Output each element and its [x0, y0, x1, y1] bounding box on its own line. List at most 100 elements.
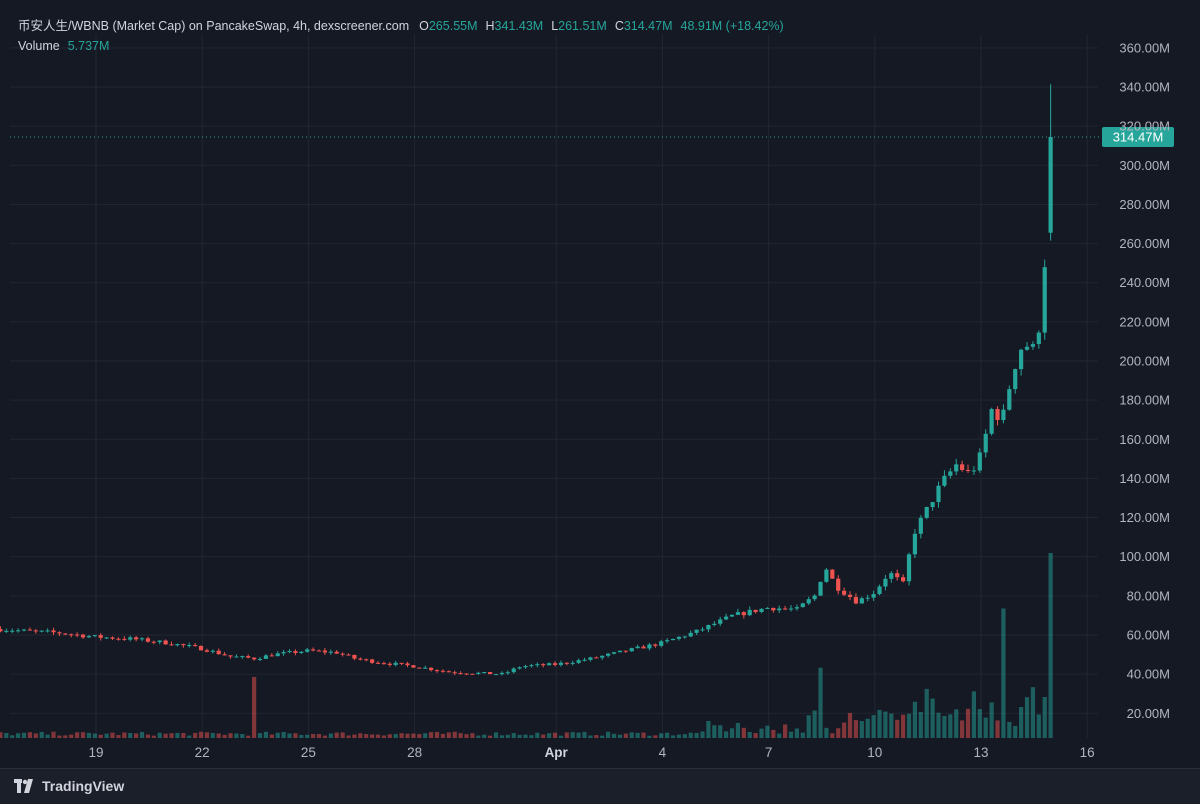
- volume-bar: [606, 731, 611, 738]
- candle-body: [712, 623, 717, 625]
- volume-bar: [930, 698, 935, 738]
- x-tick-label: 25: [301, 745, 316, 760]
- candle: [322, 648, 328, 655]
- candle-body: [387, 663, 392, 665]
- candle-body: [246, 656, 251, 658]
- candle: [847, 591, 853, 601]
- candle: [971, 466, 977, 475]
- volume-bar: [541, 734, 546, 738]
- candle: [381, 661, 387, 665]
- candle: [977, 448, 982, 473]
- candle: [69, 633, 74, 638]
- candle: [452, 670, 457, 676]
- candle: [228, 655, 233, 659]
- volume-bar: [676, 734, 682, 738]
- candle-body: [629, 648, 634, 652]
- candle: [163, 639, 168, 645]
- candle: [806, 596, 811, 606]
- time-axis[interactable]: 19 22 25 28 Apr 4 7 10 13 16: [88, 745, 1094, 760]
- candle: [700, 626, 705, 632]
- candle-body: [930, 502, 935, 508]
- candle: [110, 636, 115, 640]
- volume-bar: [446, 732, 451, 738]
- candle-body: [358, 658, 363, 660]
- candle: [924, 506, 929, 520]
- volume-bar: [175, 732, 180, 738]
- candle-body: [617, 650, 623, 653]
- candle-body: [611, 652, 617, 654]
- candlestick-series: [0, 84, 1053, 676]
- change-value: 48.91M (+18.42%): [680, 19, 784, 33]
- candle: [45, 628, 50, 633]
- candle: [263, 654, 269, 660]
- candle-body: [423, 667, 428, 669]
- volume-bar: [1001, 608, 1006, 738]
- candle-body: [865, 597, 870, 599]
- volume-bar: [918, 712, 923, 738]
- y-tick-label: 220.00M: [1119, 314, 1170, 329]
- tradingview-logo[interactable]: TradingView: [14, 778, 124, 794]
- volume-bar: [1048, 553, 1053, 738]
- candle: [1013, 368, 1018, 394]
- candle-body: [871, 594, 876, 598]
- volume-bar: [771, 729, 776, 738]
- volume-bar: [883, 711, 888, 738]
- candle-body: [92, 635, 97, 637]
- candle-body: [181, 644, 186, 646]
- symbol-title: 币安人生/WBNB (Market Cap) on PancakeSwap, 4…: [18, 19, 410, 33]
- candle: [364, 658, 369, 662]
- candle: [771, 607, 776, 613]
- volume-bar: [275, 732, 280, 738]
- volume-bar: [623, 733, 628, 738]
- volume-bar: [210, 733, 215, 738]
- volume-bar: [45, 734, 50, 738]
- candle: [387, 662, 392, 667]
- volume-bar: [39, 731, 44, 738]
- volume-bar: [187, 735, 192, 738]
- volume-bar: [346, 735, 351, 738]
- volume-bar: [783, 724, 788, 738]
- candle-body: [889, 573, 894, 579]
- low-value: 261.51M: [558, 19, 607, 33]
- volume-bar: [712, 725, 717, 738]
- candle: [399, 662, 404, 666]
- candle: [641, 644, 646, 649]
- volume-bar: [505, 734, 510, 738]
- volume-bar: [977, 709, 982, 738]
- volume-bar: [1019, 706, 1024, 738]
- volume-bar: [240, 733, 245, 738]
- candle-body: [924, 507, 929, 518]
- candle-body: [895, 573, 900, 578]
- candle: [1024, 342, 1030, 351]
- volume-bar: [889, 713, 894, 738]
- volume-bar: [252, 676, 257, 738]
- candle: [682, 635, 687, 639]
- volume-bar: [21, 732, 27, 738]
- candle-body: [564, 662, 569, 664]
- price-axis[interactable]: 20.00M 40.00M 60.00M 80.00M 100.00M 120.00M 14…: [1119, 40, 1170, 720]
- candle-body: [783, 608, 788, 610]
- candle: [505, 670, 510, 675]
- volume-bar: [476, 735, 481, 738]
- candle-body: [1007, 389, 1012, 410]
- candle: [582, 657, 587, 662]
- volume-bar: [151, 735, 156, 738]
- candle-body: [157, 640, 162, 643]
- candle: [210, 649, 215, 654]
- volume-bar: [69, 734, 74, 738]
- footer-bar: [0, 768, 1200, 804]
- volume-bar: [529, 735, 534, 738]
- close-label: C: [614, 19, 624, 33]
- candle-body: [806, 599, 811, 604]
- candle-body: [912, 533, 918, 555]
- candle-body: [582, 659, 587, 661]
- candle: [718, 616, 723, 627]
- ohlc-row: 币安人生/WBNB (Market Cap) on PancakeSwap, 4…: [18, 16, 784, 36]
- candle: [216, 648, 221, 655]
- candle-body: [0, 629, 3, 632]
- candle-body: [682, 636, 687, 638]
- candle-body: [1042, 267, 1047, 333]
- candle-body: [110, 637, 115, 639]
- candle-body: [16, 630, 21, 632]
